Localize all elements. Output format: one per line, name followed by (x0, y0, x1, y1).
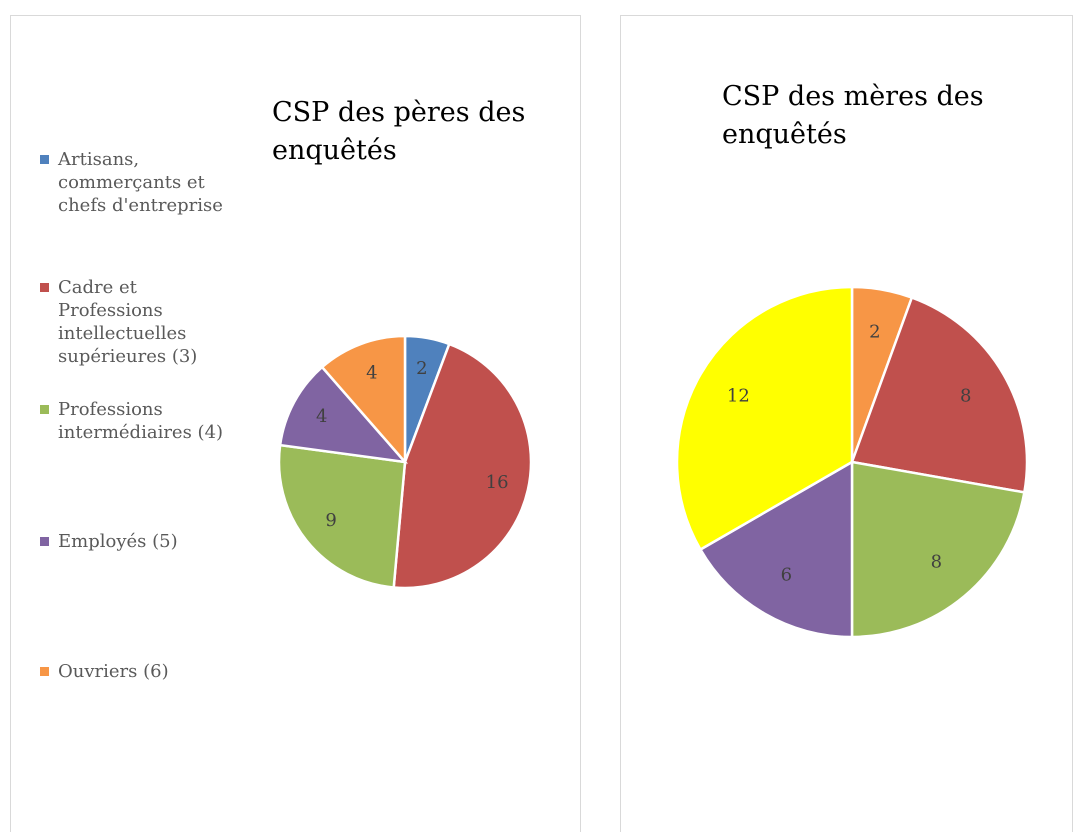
pie-slice (850, 295, 1029, 494)
legend-swatch (40, 667, 49, 676)
chart-title: CSP des pères des enquêtés (272, 97, 526, 166)
data-label: 2 (869, 322, 880, 343)
data-label: 12 (727, 385, 750, 406)
legend-label: Employés (5) (58, 531, 178, 552)
legend-entry: Artisans, commerçants et chefs d'entrepr… (40, 148, 228, 217)
legend-entry: Ouvriers (6) (40, 660, 228, 683)
pie-slice (850, 460, 1026, 639)
chart-panel (620, 15, 1073, 832)
data-label: 16 (486, 472, 509, 493)
pie-slice (392, 342, 533, 590)
pie-slice (675, 285, 854, 552)
pie-slice (320, 334, 407, 466)
data-label: 8 (931, 552, 942, 573)
data-label: 8 (960, 385, 971, 406)
chart-panel (10, 15, 581, 832)
data-label: 4 (366, 363, 377, 384)
pie-slice (698, 459, 854, 639)
legend-swatch (40, 155, 49, 164)
pie-slice (278, 365, 409, 464)
legend-swatch (40, 405, 49, 414)
legend-label: Cadre et Professions intellectuelles sup… (58, 277, 198, 367)
pie-slice (277, 443, 407, 589)
data-label: 6 (781, 565, 792, 586)
data-label: 4 (316, 406, 327, 427)
legend-label: Professions intermédiaires (4) (58, 399, 224, 443)
chart-title: CSP des mères des enquêtés (722, 81, 984, 150)
legend-label: Ouvriers (6) (58, 661, 169, 682)
legend-swatch (40, 283, 49, 292)
legend-label: Artisans, commerçants et chefs d'entrepr… (58, 149, 223, 216)
legend-entry: Professions intermédiaires (4) (40, 398, 228, 444)
data-label: 2 (416, 358, 427, 379)
data-label: 9 (325, 510, 336, 531)
legend-entry: Cadre et Professions intellectuelles sup… (40, 276, 228, 368)
legend-swatch (40, 537, 49, 546)
legend-entry: Employés (5) (40, 530, 228, 553)
